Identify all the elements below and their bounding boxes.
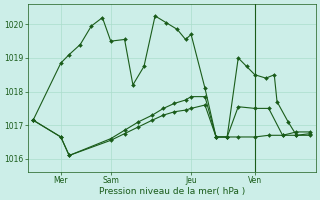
X-axis label: Pression niveau de la mer( hPa ): Pression niveau de la mer( hPa ): [99, 187, 245, 196]
